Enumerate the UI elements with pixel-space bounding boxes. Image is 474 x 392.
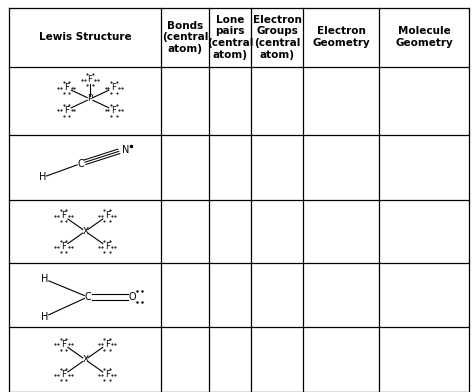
Text: Molecule
Geometry: Molecule Geometry bbox=[395, 26, 453, 48]
Text: P: P bbox=[87, 94, 93, 103]
Text: X: X bbox=[82, 355, 88, 364]
Text: F: F bbox=[105, 370, 109, 379]
Text: H: H bbox=[39, 172, 46, 182]
Text: F: F bbox=[64, 105, 69, 114]
Text: F: F bbox=[61, 340, 66, 349]
Text: Electron
Geometry: Electron Geometry bbox=[312, 26, 370, 48]
Text: Lone
pairs
(central
atom): Lone pairs (central atom) bbox=[207, 15, 253, 60]
Text: F: F bbox=[105, 242, 109, 251]
Text: F: F bbox=[111, 105, 116, 114]
Text: Bonds
(central
atom): Bonds (central atom) bbox=[162, 21, 208, 54]
Text: F: F bbox=[111, 83, 116, 93]
Text: X: X bbox=[82, 227, 88, 236]
Text: Lewis Structure: Lewis Structure bbox=[39, 32, 132, 42]
Text: N: N bbox=[122, 145, 129, 155]
Text: H: H bbox=[41, 312, 49, 321]
Text: O: O bbox=[129, 292, 137, 302]
Text: F: F bbox=[105, 211, 109, 220]
Text: C: C bbox=[84, 292, 91, 302]
Text: F: F bbox=[88, 75, 92, 84]
Text: F: F bbox=[105, 340, 109, 349]
Text: H: H bbox=[41, 274, 49, 284]
Text: F: F bbox=[61, 242, 66, 251]
Text: Electron
Groups
(central
atom): Electron Groups (central atom) bbox=[253, 15, 302, 60]
Text: F: F bbox=[61, 370, 66, 379]
Text: F: F bbox=[61, 211, 66, 220]
Text: F: F bbox=[64, 83, 69, 93]
Text: C: C bbox=[77, 159, 84, 169]
